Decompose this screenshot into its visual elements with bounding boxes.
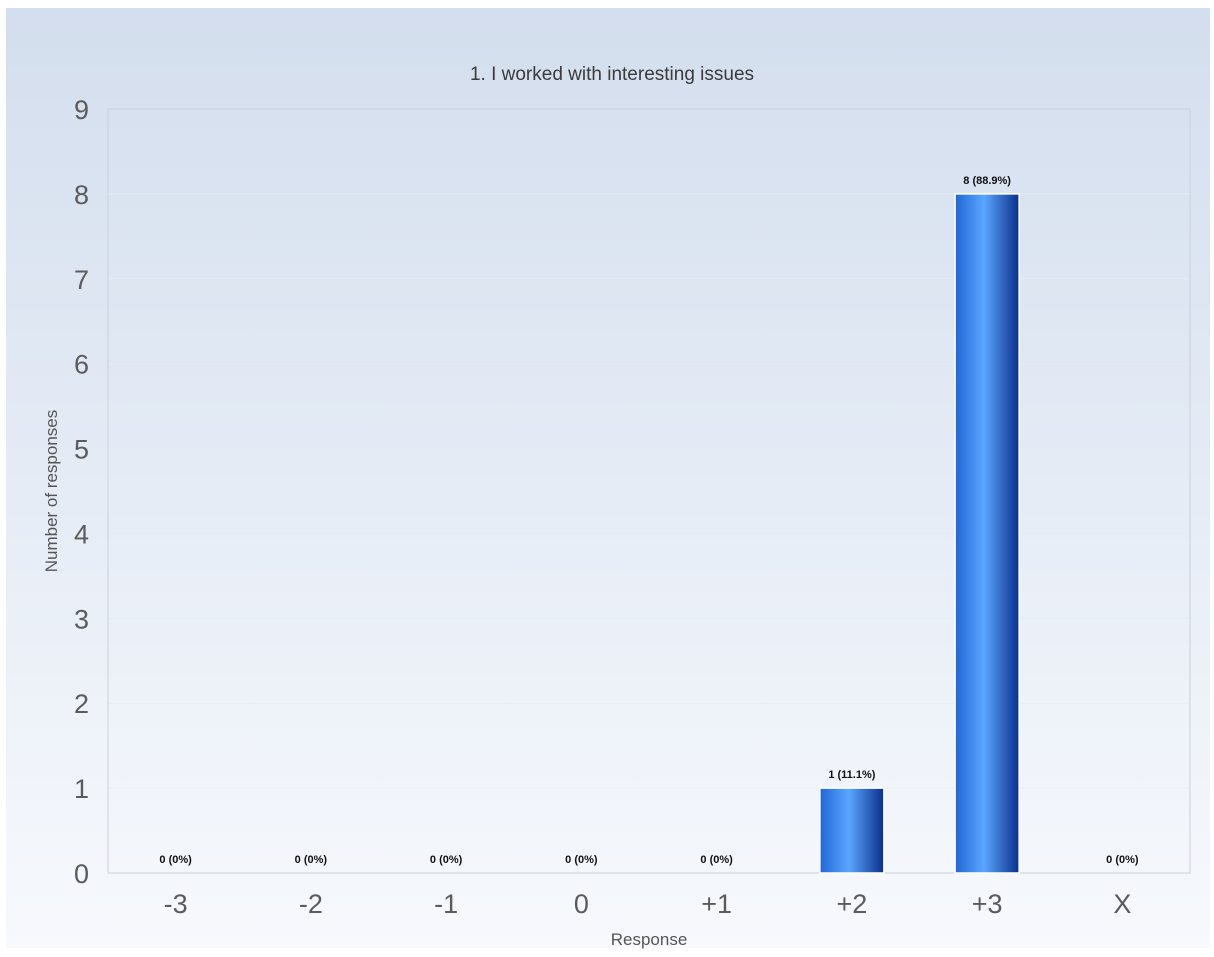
y-axis-ticks: 0 1 2 3 4 5 6 7 8 9 xyxy=(74,95,89,889)
data-label: 0 (0%) xyxy=(1106,854,1139,866)
x-axis-label: Response xyxy=(611,930,688,949)
gridlines xyxy=(108,193,1190,789)
data-labels: 0 (0%) 0 (0%) 0 (0%) 0 (0%) 0 (0%) 1 (11.1%) 8… xyxy=(159,175,1138,866)
x-axis-ticks: -3 -2 -1 0 +1 +2 +3 X xyxy=(164,889,1132,919)
y-tick-label: 0 xyxy=(74,859,89,889)
y-tick-label: 2 xyxy=(74,689,89,719)
chart-background xyxy=(6,8,1210,948)
y-tick-label: 3 xyxy=(74,604,89,634)
x-tick-label: -3 xyxy=(164,889,188,919)
x-tick-label: X xyxy=(1113,889,1131,919)
x-tick-label: -2 xyxy=(299,889,323,919)
x-tick-label: +3 xyxy=(972,889,1003,919)
data-label: 0 (0%) xyxy=(159,854,192,866)
y-tick-label: 9 xyxy=(74,95,89,125)
data-label: 0 (0%) xyxy=(295,854,328,866)
y-tick-label: 6 xyxy=(74,350,89,380)
y-tick-label: 5 xyxy=(74,435,89,465)
y-tick-label: 7 xyxy=(74,265,89,295)
data-label: 0 (0%) xyxy=(565,854,598,866)
data-label: 8 (88.9%) xyxy=(963,175,1011,187)
chart-title: 1. I worked with interesting issues xyxy=(470,64,754,85)
bar-+2 xyxy=(819,787,885,874)
x-tick-label: +1 xyxy=(701,889,732,919)
x-tick-label: +2 xyxy=(836,889,867,919)
x-tick-label: -1 xyxy=(434,889,458,919)
x-tick-label: 0 xyxy=(574,889,589,919)
data-label: 0 (0%) xyxy=(430,854,463,866)
y-axis-label: Number of responses xyxy=(42,410,61,573)
y-tick-label: 8 xyxy=(74,180,89,210)
y-tick-label: 4 xyxy=(74,519,89,549)
plot-area-border xyxy=(107,108,1191,874)
bar-+3 xyxy=(954,193,1020,874)
data-label: 0 (0%) xyxy=(700,854,733,866)
y-tick-label: 1 xyxy=(74,774,89,804)
bars xyxy=(819,193,1020,874)
data-label: 1 (11.1%) xyxy=(828,769,875,781)
